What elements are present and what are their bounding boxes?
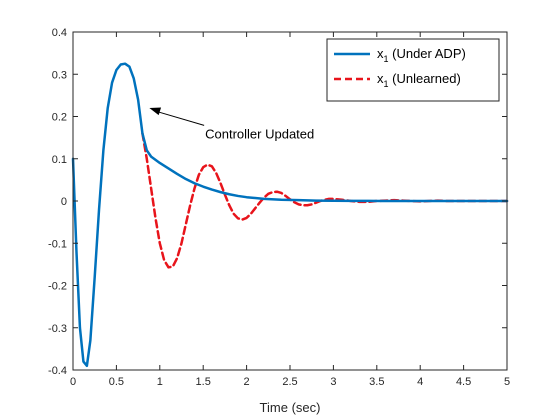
legend-entry: x1 (Unlearned) bbox=[334, 71, 461, 89]
x-tick-label: 3 bbox=[330, 376, 336, 388]
x-tick-label: 5 bbox=[504, 376, 510, 388]
x-tick-label: 4 bbox=[417, 376, 423, 388]
legend-label-suffix: (Under ADP) bbox=[389, 46, 466, 61]
y-tick-label: 0.1 bbox=[52, 154, 67, 166]
legend-entry: x1 (Under ADP) bbox=[334, 46, 466, 64]
annotation: Controller Updated bbox=[149, 107, 314, 141]
legend: x1 (Under ADP) x1 (Unlearned) bbox=[326, 38, 500, 102]
legend-label-main: x bbox=[377, 46, 384, 61]
y-tick-label: 0.4 bbox=[52, 27, 67, 39]
x-axis-label: Time (sec) bbox=[260, 400, 321, 415]
x-tick-label: 0.5 bbox=[109, 376, 124, 388]
series-line-under-adp bbox=[71, 62, 509, 368]
legend-label-unlearned: x1 (Unlearned) bbox=[377, 71, 461, 89]
y-tick-label: -0.2 bbox=[48, 281, 67, 293]
legend-label-main: x bbox=[377, 71, 384, 86]
x-tick-label: 2.5 bbox=[282, 376, 297, 388]
x-tick-label: 4.5 bbox=[456, 376, 471, 388]
y-tick-label: 0.3 bbox=[52, 69, 67, 81]
legend-label-subscript: 1 bbox=[384, 54, 389, 64]
ticks-layer: 0 0.5 1 1.5 2 2.5 3 3.5 4 4.5 5 -0.4 -0.3 -0.2 -0.1 0 0.… bbox=[48, 27, 510, 388]
legend-label-under-adp: x1 (Under ADP) bbox=[377, 46, 466, 64]
y-tick-label: -0.3 bbox=[48, 323, 67, 335]
x-tick-label: 1.5 bbox=[196, 376, 211, 388]
y-tick-label: -0.1 bbox=[48, 238, 67, 250]
x-tick-label: 1 bbox=[157, 376, 163, 388]
x-tick-label: 2 bbox=[244, 376, 250, 388]
annotation-arrowhead bbox=[149, 107, 162, 116]
series-layer bbox=[71, 62, 509, 368]
y-tick-label: 0 bbox=[61, 196, 67, 208]
annotation-arrow bbox=[155, 110, 205, 126]
annotation-text: Controller Updated bbox=[205, 126, 314, 141]
x-tick-label: 0 bbox=[70, 376, 76, 388]
legend-label-suffix: (Unlearned) bbox=[389, 71, 461, 86]
legend-label-subscript: 1 bbox=[384, 79, 389, 89]
x-tick-label: 3.5 bbox=[369, 376, 384, 388]
y-tick-label: 0.2 bbox=[52, 112, 67, 124]
y-tick-label: -0.4 bbox=[48, 365, 67, 377]
legend-box bbox=[326, 38, 500, 102]
